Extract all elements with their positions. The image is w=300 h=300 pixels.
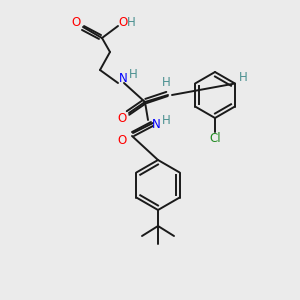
- Text: H: H: [127, 16, 135, 28]
- Text: H: H: [238, 71, 247, 84]
- Text: H: H: [162, 76, 170, 89]
- Text: H: H: [162, 113, 170, 127]
- Text: O: O: [117, 112, 127, 124]
- Text: H: H: [129, 68, 137, 82]
- Text: O: O: [117, 134, 127, 146]
- Text: O: O: [118, 16, 127, 28]
- Text: Cl: Cl: [209, 131, 221, 145]
- Text: N: N: [118, 73, 127, 85]
- Text: N: N: [152, 118, 160, 130]
- Text: O: O: [71, 16, 81, 28]
